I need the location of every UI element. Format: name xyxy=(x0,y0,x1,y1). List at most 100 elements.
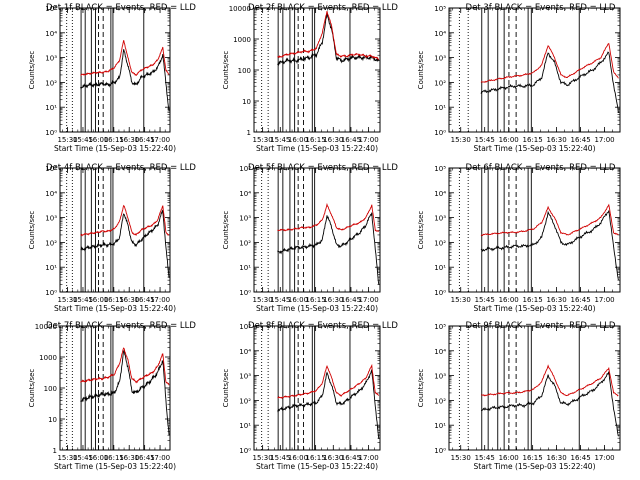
x-tick-label: 15:30 xyxy=(57,454,77,462)
series-black-events xyxy=(277,369,380,440)
detector-panel-9: Det 9f BLACK = Events, RED = LLD10⁰10¹10… xyxy=(417,321,621,471)
x-tick-label: 16:00 xyxy=(88,136,108,144)
y-axis-label: Counts/sec xyxy=(417,211,425,250)
y-tick-label: 10000 xyxy=(229,5,251,13)
plot-frame xyxy=(448,7,621,133)
y-tick-label: 10⁵ xyxy=(239,323,251,331)
series-black-events xyxy=(80,349,170,436)
y-tick-label: 10⁵ xyxy=(434,323,446,331)
panel-title: Det 7f BLACK = Events, RED = LLD xyxy=(46,321,196,331)
x-tick-label: 17:00 xyxy=(594,296,614,304)
x-tick-label: 16:45 xyxy=(135,136,155,144)
y-tick-label: 10⁰ xyxy=(239,447,251,455)
x-tick-label: 15:45 xyxy=(475,454,495,462)
series-red-lld xyxy=(480,203,619,237)
x-tick-label: 16:30 xyxy=(119,136,139,144)
series-red-lld xyxy=(80,204,170,237)
plot-frame xyxy=(253,7,381,133)
y-tick-label: 10³ xyxy=(239,215,251,223)
x-axis-label: Start Time (15-Sep-03 15:22:40) xyxy=(474,462,596,471)
x-tick-label: 16:45 xyxy=(341,296,361,304)
x-tick-label: 15:45 xyxy=(73,296,93,304)
x-tick-label: 17:00 xyxy=(594,136,614,144)
x-tick-label: 16:30 xyxy=(323,296,343,304)
series-black-events xyxy=(480,209,619,281)
x-axis-label: Start Time (15-Sep-03 15:22:40) xyxy=(474,144,596,153)
plot-frame xyxy=(448,325,621,451)
y-tick-label: 10⁴ xyxy=(45,30,57,38)
y-tick-label: 10³ xyxy=(434,55,446,63)
plot-frame xyxy=(59,167,171,293)
x-axis-label: Start Time (15-Sep-03 15:22:40) xyxy=(54,304,176,313)
y-tick-label: 10⁵ xyxy=(45,5,57,13)
plot-frame xyxy=(253,325,381,451)
x-tick-label: 16:15 xyxy=(306,454,326,462)
y-tick-label: 10² xyxy=(239,397,251,405)
series-red-lld xyxy=(480,364,619,397)
x-tick-label: 15:45 xyxy=(475,296,495,304)
y-tick-label: 10⁴ xyxy=(434,190,446,198)
x-axis-label: Start Time (15-Sep-03 15:22:40) xyxy=(256,144,378,153)
x-tick-label: 16:15 xyxy=(306,136,326,144)
x-tick-label: 16:30 xyxy=(547,136,567,144)
y-tick-label: 10⁵ xyxy=(45,165,57,173)
x-tick-label: 15:30 xyxy=(451,454,471,462)
y-tick-label: 1000 xyxy=(39,354,57,362)
panel-title: Det 4f BLACK = Events, RED = LLD xyxy=(46,163,196,173)
x-tick-label: 16:15 xyxy=(104,296,124,304)
x-tick-label: 16:45 xyxy=(341,454,361,462)
y-tick-label: 10³ xyxy=(45,55,57,63)
y-tick-label: 10⁴ xyxy=(239,190,251,198)
x-tick-label: 16:45 xyxy=(135,454,155,462)
series-black-events xyxy=(277,12,380,66)
x-axis-label: Start Time (15-Sep-03 15:22:40) xyxy=(54,144,176,153)
y-tick-label: 10⁴ xyxy=(45,190,57,198)
y-tick-label: 10 xyxy=(48,416,57,424)
x-tick-label: 15:30 xyxy=(451,136,471,144)
y-axis-label: Counts/sec xyxy=(28,369,36,408)
y-tick-label: 10⁰ xyxy=(239,289,251,297)
y-tick-label: 10000 xyxy=(35,323,57,331)
y-tick-label: 1 xyxy=(53,447,57,455)
series-red-lld xyxy=(277,11,379,60)
detector-panel-2: Det 2f BLACK = Events, RED = LLD 1 10 100 10… xyxy=(222,3,398,153)
y-axis-label: Counts/sec xyxy=(222,211,230,250)
x-tick-label: 15:45 xyxy=(270,454,290,462)
x-tick-label: 16:45 xyxy=(135,296,155,304)
y-tick-label: 10¹ xyxy=(239,264,251,272)
x-tick-label: 15:30 xyxy=(253,454,273,462)
x-tick-label: 15:45 xyxy=(73,136,93,144)
y-tick-label: 10³ xyxy=(434,373,446,381)
y-tick-label: 10¹ xyxy=(45,104,57,112)
x-tick-label: 15:45 xyxy=(270,136,290,144)
x-tick-label: 16:30 xyxy=(323,136,343,144)
detector-panel-6: Det 6f BLACK = Events, RED = LLD10⁰10¹10… xyxy=(417,163,621,313)
y-axis-label: Counts/sec xyxy=(222,51,230,90)
y-tick-label: 10² xyxy=(434,397,446,405)
x-tick-label: 17:00 xyxy=(359,136,379,144)
y-tick-label: 10² xyxy=(45,239,57,247)
x-tick-label: 16:30 xyxy=(119,296,139,304)
x-tick-label: 16:00 xyxy=(88,454,108,462)
x-tick-label: 16:30 xyxy=(323,454,343,462)
x-tick-label: 16:30 xyxy=(547,296,567,304)
x-tick-label: 16:30 xyxy=(119,454,139,462)
y-tick-label: 10⁵ xyxy=(434,5,446,13)
detector-panel-5: Det 5f BLACK = Events, RED = LLD 10⁰ 10¹ 10… xyxy=(222,163,398,313)
y-tick-label: 1000 xyxy=(233,36,251,44)
panel-title: Det 2f BLACK = Events, RED = LLD xyxy=(248,3,398,13)
y-tick-label: 1 xyxy=(247,129,251,137)
y-tick-label: 10¹ xyxy=(434,104,446,112)
y-tick-label: 10² xyxy=(434,79,446,87)
series-red-lld xyxy=(80,40,170,77)
y-tick-label: 10³ xyxy=(45,215,57,223)
y-tick-label: 10³ xyxy=(434,215,446,223)
x-tick-label: 16:15 xyxy=(306,296,326,304)
y-tick-label: 10⁴ xyxy=(434,348,446,356)
x-tick-label: 16:15 xyxy=(104,454,124,462)
detector-panel-8: Det 8f BLACK = Events, RED = LLD 10⁰ 10¹ 10… xyxy=(222,321,398,471)
y-tick-label: 10⁴ xyxy=(239,348,251,356)
y-axis-label: Counts/sec xyxy=(28,51,36,90)
x-tick-label: 16:15 xyxy=(523,454,543,462)
